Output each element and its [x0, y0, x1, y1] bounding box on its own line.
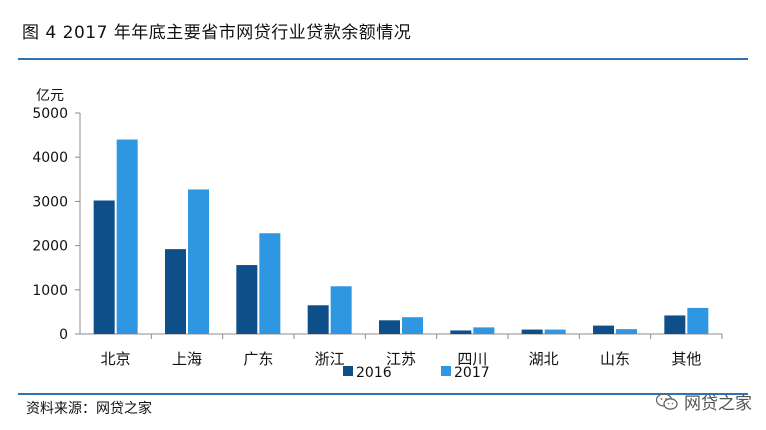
- bar-2016: [450, 330, 472, 334]
- y-tick-label: 3000: [32, 194, 68, 210]
- bar-2017: [473, 327, 495, 334]
- y-tick-label: 4000: [32, 150, 68, 166]
- bar-2016: [165, 249, 186, 334]
- bar-2017: [616, 329, 637, 334]
- bar-2016: [379, 320, 400, 334]
- y-tick-label: 5000: [32, 106, 68, 122]
- y-axis-label: 亿元: [36, 88, 64, 104]
- x-tick-label: 其他: [671, 350, 701, 368]
- bar-2017: [544, 329, 566, 334]
- watermark-text: 网贷之家: [684, 394, 752, 414]
- x-tick-label: 江苏: [386, 350, 416, 368]
- y-tick-label: 0: [59, 327, 68, 343]
- bar-chart: 亿元 0 1000 2000 3000 4000 5000 北京 上海 广东 浙江 江苏 四川 湖北 山东 其…: [32, 88, 723, 381]
- y-tick-label: 2000: [32, 239, 68, 255]
- source-divider: [18, 393, 748, 395]
- bar-2016: [93, 200, 115, 334]
- x-tick-label: 湖北: [529, 350, 559, 368]
- x-tick-label: 上海: [172, 350, 202, 368]
- x-tick-label: 北京: [101, 350, 131, 368]
- source-note: 资料来源：网贷之家: [26, 401, 152, 417]
- bar-2017: [330, 286, 352, 334]
- bar-2017: [116, 139, 138, 334]
- legend-swatch-2016: [343, 366, 353, 376]
- bar-2017: [188, 189, 209, 334]
- y-tick-label: 1000: [32, 283, 68, 299]
- bar-2017: [687, 307, 709, 334]
- bar-2016: [307, 305, 329, 334]
- x-tick-label: 山东: [600, 350, 630, 368]
- wechat-icon: [656, 392, 678, 410]
- x-tick-label: 广东: [243, 350, 273, 368]
- legend-label-2016: 2016: [356, 365, 392, 381]
- bar-2017: [402, 317, 423, 334]
- x-tick-label: 四川: [457, 350, 487, 368]
- bar-2016: [521, 329, 543, 334]
- watermark: 网贷之家: [656, 389, 752, 414]
- bar-2016: [593, 325, 614, 334]
- title-divider: [18, 58, 748, 60]
- bar-2016: [236, 265, 258, 334]
- figure-title: 图 4 2017 年年底主要省市网贷行业贷款余额情况: [22, 23, 412, 43]
- bar-2016: [664, 315, 686, 334]
- x-tick-label: 浙江: [315, 350, 345, 368]
- legend-label-2017: 2017: [454, 365, 490, 381]
- legend-swatch-2017: [441, 366, 451, 376]
- bar-2017: [259, 233, 281, 334]
